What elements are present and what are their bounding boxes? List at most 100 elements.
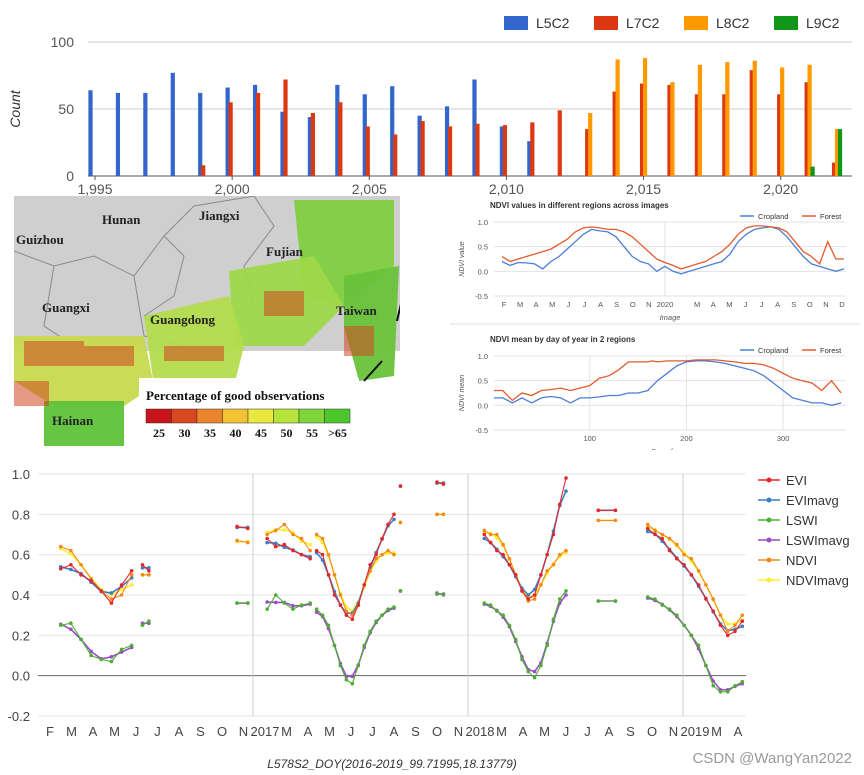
point-ndvi [551,562,556,567]
point-ndvi [58,544,63,549]
point-evi [545,552,549,557]
point-lswi [557,597,562,601]
bar-L7C2 [201,165,206,176]
point-evimavg [265,540,269,545]
point-evimavg [526,593,531,597]
point-lswi [526,669,531,674]
series-line-cropland [501,226,845,275]
point-ndvi [613,518,618,523]
x-axis-label: Image [660,313,681,322]
point-ndvi [667,536,672,541]
series-line-ndvi [266,523,311,551]
legend-label: 30 [179,426,191,440]
x-tick-label: A [89,724,98,739]
point-evi [119,583,124,587]
point-evi [526,597,531,601]
legend-label: Cropland [758,212,788,221]
point-ndvi [596,518,601,523]
legend-swatch [504,16,528,30]
point-evi [718,623,723,628]
point-lswi [482,601,487,605]
x-tick-label: O [217,724,227,739]
point-lswi [441,593,446,597]
bar-L8C2 [642,58,648,176]
legend-label: 50 [281,426,293,440]
point-evimavg [392,517,396,522]
point-evi [386,522,390,527]
map-frame-mark [363,360,383,382]
point-evi [507,562,512,567]
x-tick-label: J [583,300,587,309]
point-ndvi [711,597,715,601]
bar-L5C2 [390,86,395,176]
point-ndvi [507,556,512,561]
x-tick-label: D [839,300,845,309]
legend-label: NDVI [786,553,817,568]
x-tick-label: M [324,724,335,739]
point-evi [362,583,367,587]
x-tick-label: J [744,300,748,309]
region-label: Guizhou [16,232,64,247]
point-ndvi [392,552,396,557]
point-lswi [356,663,361,668]
bar-L7C2 [639,83,645,176]
bar-L7C2 [365,126,370,176]
x-tick-label: N [454,724,463,739]
point-evimavg [69,567,73,572]
bar-L8C2 [588,113,593,176]
point-lswi [235,601,239,605]
legend-label: 35 [204,426,216,440]
y-tick-label: 0.0 [478,267,488,276]
point-lswi [140,623,145,628]
point-ndvi [119,593,124,597]
point-evi [689,573,694,577]
legend-marker [766,477,772,483]
point-lswi [332,643,337,648]
bar-L8C2 [752,60,757,177]
point-ndvi [718,613,723,617]
y-tick-label: 0.0 [478,401,488,410]
bar-L5C2 [444,106,450,176]
x-tick-label: M [66,724,77,739]
point-evi [539,573,543,577]
legend-title: Percentage of good observations [146,388,324,403]
point-evi [109,601,114,605]
legend-swatch [774,16,798,30]
legend-swatch [594,16,618,30]
point-evi [332,593,337,597]
point-lswimavg [89,649,93,654]
point-lswi [147,619,151,624]
point-lswi [398,589,403,593]
legend-marker [766,537,772,543]
point-evi [696,583,701,587]
x-tick-label: F [502,300,507,309]
legend-marker [766,497,772,503]
point-ndvi [320,536,325,541]
region-label: Guangdong [150,312,216,327]
point-evi [235,524,239,529]
bar-L5C2 [527,141,532,176]
x-tick-label: S [614,300,619,309]
legend-swatch [324,408,351,424]
bar-L8C2 [780,67,785,176]
bar-L5C2 [225,87,230,176]
point-evi [368,562,372,567]
point-lswi [392,605,396,609]
x-tick-label: S [791,300,796,309]
point-ndvimavg [386,551,390,556]
x-tick-label: 2,000 [215,181,250,197]
legend-label: L7C2 [626,15,660,31]
series-line-lswi [484,590,567,679]
x-tick-label: J [760,300,764,309]
legend-label: 25 [153,426,165,440]
bar-L7C2 [612,91,617,176]
y-tick-label: 100 [51,34,75,50]
bar-L7C2 [667,84,672,176]
x-tick-label: J [584,724,591,739]
point-evi [675,556,679,561]
point-ndvi [557,552,562,557]
point-lswimavg [273,600,278,605]
x-tick-label: M [281,724,292,739]
point-lswi [532,675,537,680]
point-ndvi [725,629,730,634]
